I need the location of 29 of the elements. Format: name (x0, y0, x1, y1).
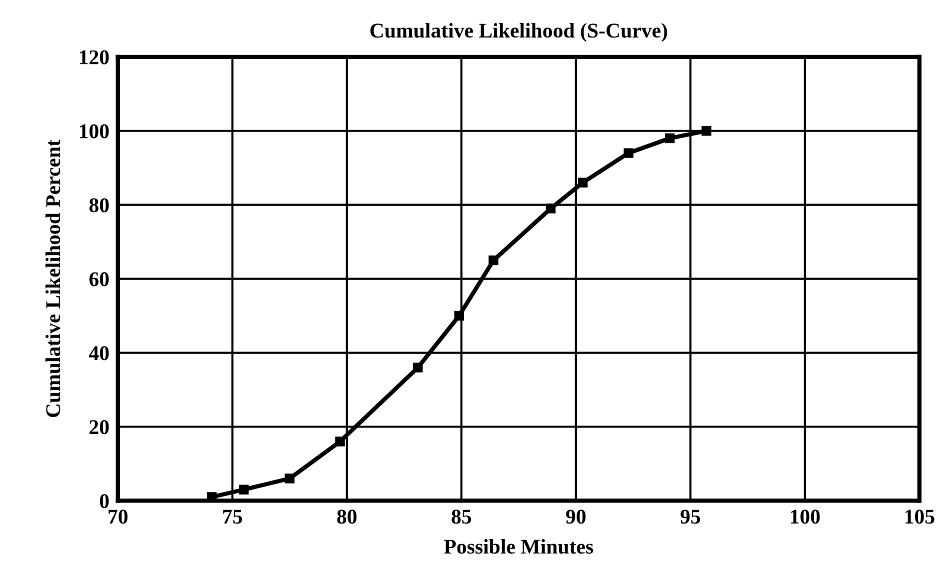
x-tick-label: 90 (566, 510, 586, 524)
y-tick-label: 0 (100, 494, 109, 508)
chart-title: Cumulative Likelihood (S-Curve) (370, 23, 668, 42)
point (413, 362, 423, 372)
x-tick-label: 95 (680, 510, 700, 524)
x-tick-label: 100 (790, 510, 820, 524)
point (284, 474, 294, 484)
point (238, 484, 249, 494)
x-tick-label: 75 (223, 510, 242, 524)
y-tick-label: 80 (89, 198, 109, 212)
x-tick-label: 80 (337, 510, 357, 524)
point (578, 178, 588, 188)
y-tick-label: 40 (88, 346, 109, 360)
y-tick-label: 120 (80, 50, 109, 64)
point (454, 310, 464, 321)
point (488, 255, 498, 266)
point (664, 133, 675, 144)
point (624, 148, 634, 158)
point (546, 204, 556, 214)
y-tick-label: 20 (90, 420, 109, 434)
x-tick-label: 105 (905, 510, 934, 524)
point (335, 436, 345, 446)
x-axis-title: Possible Minutes (444, 539, 594, 554)
x-tick-label: 70 (108, 510, 128, 524)
x-tick-label: 85 (452, 510, 472, 524)
point (702, 126, 712, 136)
y-tick-label: 100 (80, 124, 109, 138)
y-tick-label: 60 (89, 272, 109, 286)
y-axis-title: Cumulative Likelihood Percent (46, 140, 60, 418)
